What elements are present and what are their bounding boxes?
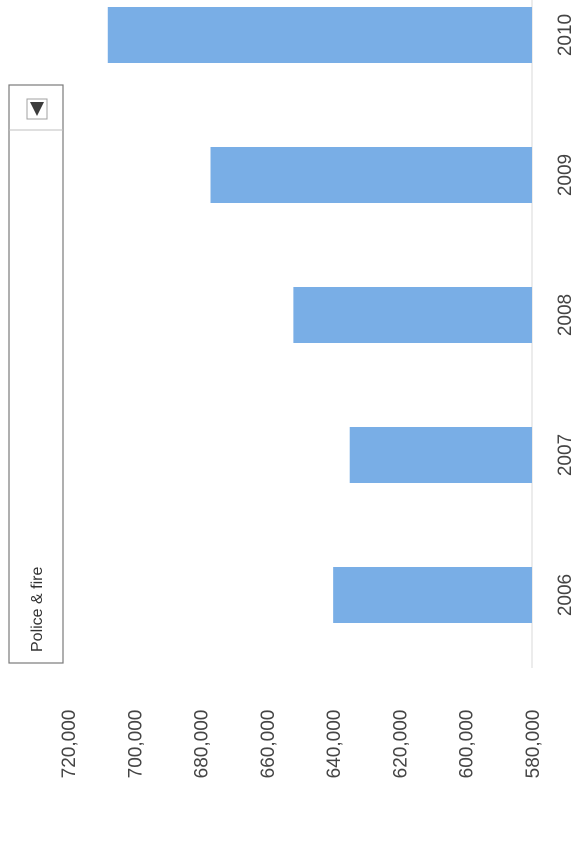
y-tick-label: 720,000 [59,710,80,779]
category-label-2007: 2007 [555,434,572,476]
category-labels: 2006 2007 2008 2009 2010 [555,14,572,616]
y-tick-label: 580,000 [523,710,544,779]
category-label-2006: 2006 [555,574,572,616]
filter-dropdown[interactable]: Police & fire [8,84,64,664]
bar-2006 [333,567,532,623]
bar-2009 [210,147,532,203]
triangle-down-icon[interactable] [26,98,48,120]
y-tick-label: 620,000 [390,710,411,779]
bar-2010 [107,7,533,63]
y-tick-label: 640,000 [324,710,345,779]
bars [107,7,533,623]
filter-selected-value: Police & fire [29,567,46,652]
y-axis-ticks: 580,000 600,000 620,000 640,000 660,000 680,0… [59,710,544,779]
y-tick-label: 660,000 [258,710,279,779]
category-label-2010: 2010 [555,14,572,56]
y-tick-label: 700,000 [125,710,146,779]
category-label-2009: 2009 [555,154,572,196]
bar-2008 [293,287,532,343]
y-tick-label: 600,000 [457,710,478,779]
filter-dropdown-box[interactable] [8,84,64,664]
bar-2007 [349,427,532,483]
y-tick-label: 680,000 [192,710,213,779]
category-label-2008: 2008 [555,294,572,336]
